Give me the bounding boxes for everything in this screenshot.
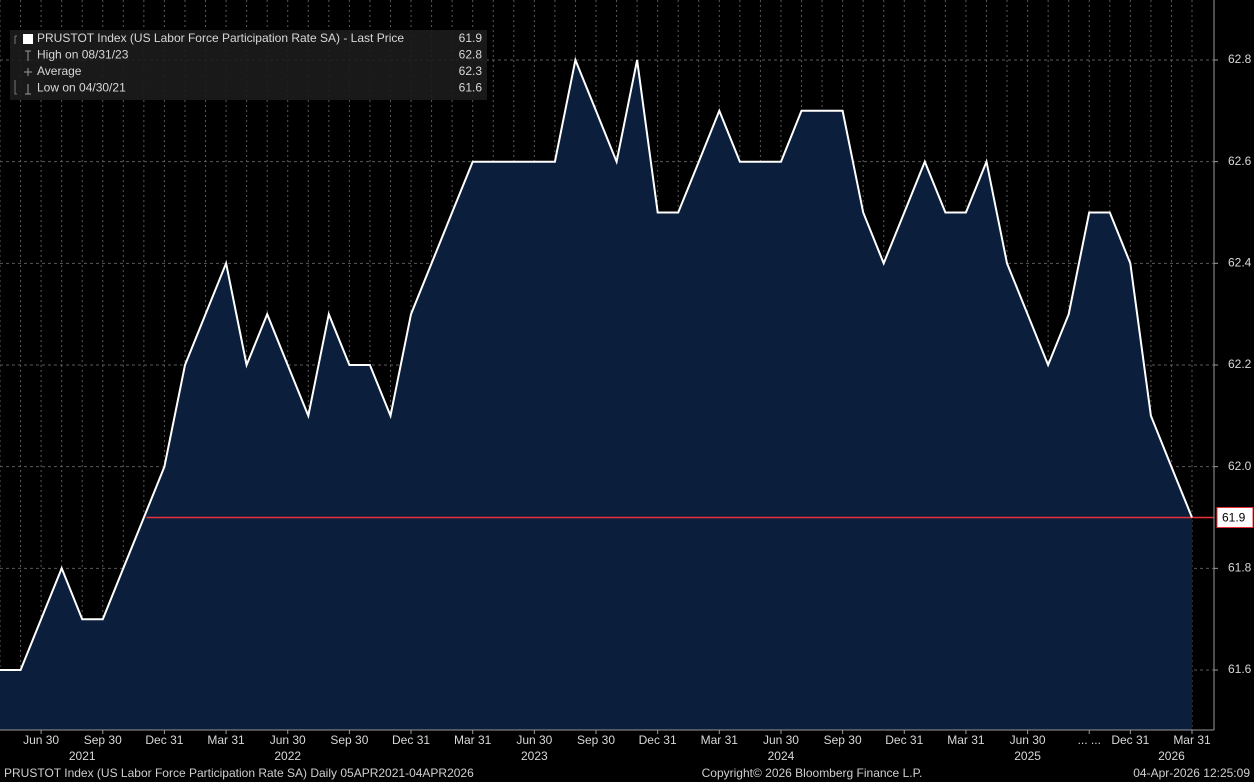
plot (0, 56, 1214, 730)
legend-average-icon (24, 68, 32, 76)
legend-value: 61.6 (459, 81, 483, 95)
y-tick-label: 61.6 (1228, 662, 1252, 676)
x-tick-label: Jun 30 (1010, 733, 1046, 747)
x-tick-label: Mar 31 (454, 733, 492, 747)
footer-center: Copyright© 2026 Bloomberg Finance L.P. (702, 766, 923, 780)
y-tick-label: 62.4 (1228, 256, 1252, 270)
legend-swatch (23, 34, 33, 44)
x-tick-label: Dec 31 (885, 733, 923, 747)
y-tick-label: 62.8 (1228, 52, 1252, 66)
legend-label: Average (37, 64, 82, 78)
last-price-box (1216, 507, 1254, 529)
legend-value: 61.9 (459, 31, 483, 45)
x-tick-label: Jun 30 (23, 733, 59, 747)
legend-bracket (14, 35, 17, 44)
x-tick-label: Sep 30 (330, 733, 368, 747)
x-tick-label: Mar 31 (947, 733, 985, 747)
x-tick-label: Dec 31 (1111, 733, 1149, 747)
legend-box (10, 30, 487, 100)
series-line (0, 56, 1193, 671)
y-tick-label: 62.0 (1228, 459, 1252, 473)
x-tick-label: Jun 30 (763, 733, 799, 747)
footer-right: 04-Apr-2026 12:25:09 (1133, 766, 1250, 780)
x-tick-label: Mar 31 (207, 733, 245, 747)
x-year-label: 2022 (274, 749, 301, 763)
y-tick-label: 62.2 (1228, 357, 1252, 371)
x-tick-label: Mar 31 (701, 733, 739, 747)
x-year-label: 2023 (521, 749, 548, 763)
legend-low-icon (25, 84, 31, 95)
axes: 61.6 61.8 62.0 62.2 62.4 62.6 62.8 Jun 30 Sep 30… (23, 52, 1254, 763)
x-tick-label: ... ... (1078, 733, 1101, 747)
x-tick-label: Jun 30 (516, 733, 552, 747)
x-tick-label: Dec 31 (392, 733, 430, 747)
x-tick-label: Jun 30 (270, 733, 306, 747)
area-fill (0, 60, 1192, 730)
footer-left: PRUSTOT Index (US Labor Force Participat… (4, 766, 474, 780)
legend-label: High on 08/31/23 (37, 48, 129, 62)
x-tick-label: Sep 30 (824, 733, 862, 747)
x-year-label: 2025 (1014, 749, 1041, 763)
legend-high-icon (25, 50, 31, 61)
legend: PRUSTOT Index (US Labor Force Participat… (10, 30, 487, 100)
y-tick-label: 61.8 (1228, 561, 1252, 575)
x-tick-label: Dec 31 (639, 733, 677, 747)
y-tick-label: 62.6 (1228, 154, 1252, 168)
x-year-label: 2021 (69, 749, 96, 763)
x-year-label: 2024 (768, 749, 795, 763)
x-year-label: 2026 (1158, 749, 1185, 763)
legend-label: Low on 04/30/21 (37, 81, 126, 95)
x-tick-label: Mar 31 (1173, 733, 1211, 747)
x-tick-label: Sep 30 (84, 733, 122, 747)
legend-value: 62.8 (459, 48, 483, 62)
legend-value: 62.3 (459, 64, 483, 78)
legend-bracket (14, 80, 17, 95)
footer-bar (0, 765, 1254, 782)
last-price-label: 61.9 (1222, 511, 1246, 525)
x-tick-label: Dec 31 (145, 733, 183, 747)
legend-label: PRUSTOT Index (US Labor Force Participat… (37, 31, 404, 45)
x-tick-label: Sep 30 (577, 733, 615, 747)
